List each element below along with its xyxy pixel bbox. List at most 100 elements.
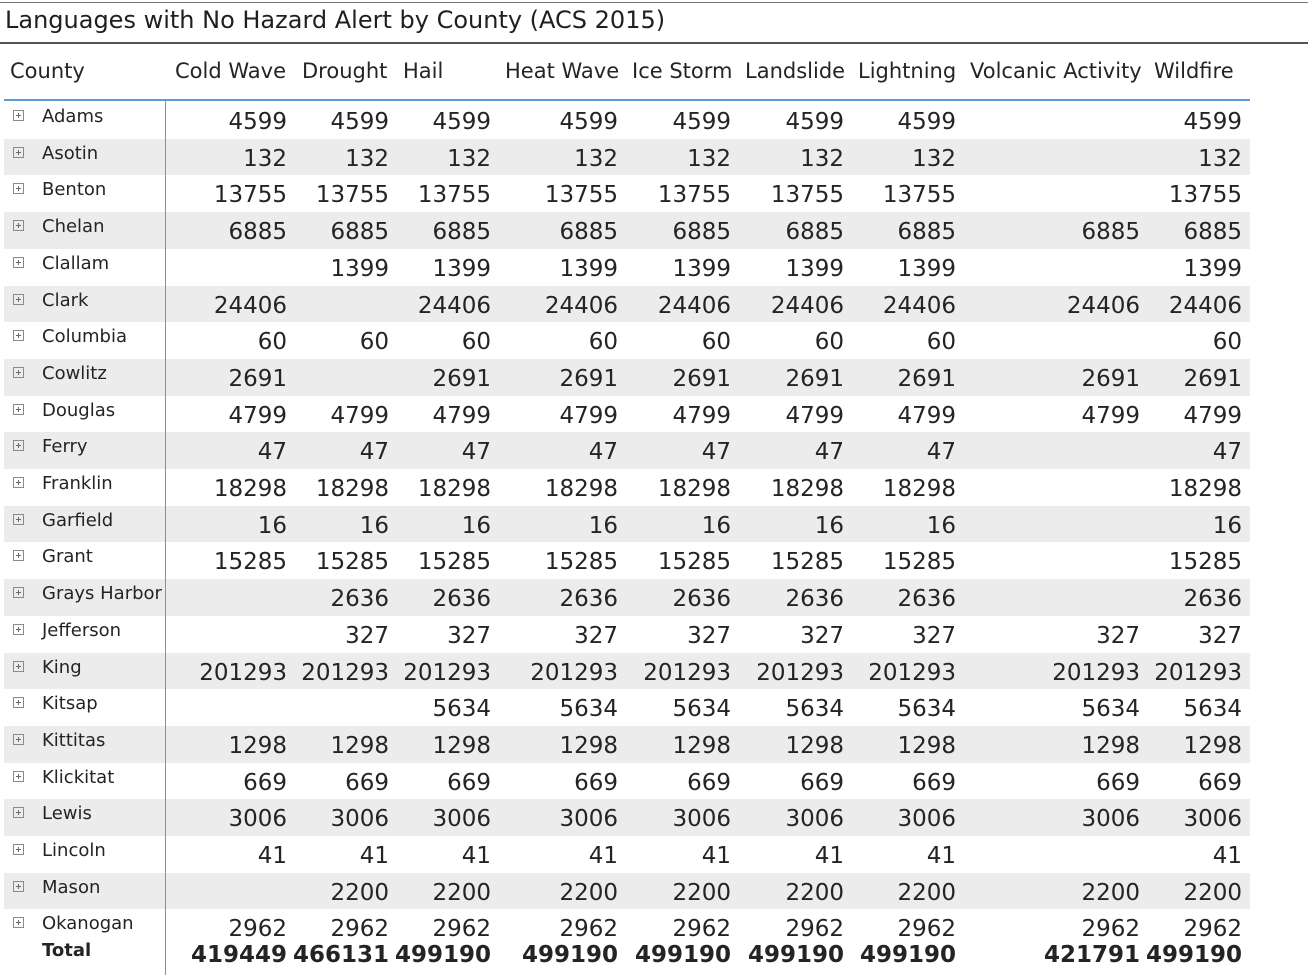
value-cell: 4799 xyxy=(785,402,844,429)
value-cell: 669 xyxy=(800,769,844,796)
expand-plus-icon[interactable] xyxy=(13,587,24,599)
expand-plus-icon[interactable] xyxy=(13,807,24,819)
expand-plus-icon[interactable] xyxy=(13,770,24,782)
table-row[interactable]: Clallam 1399 1399 1399 1399 1399 1399 1399 xyxy=(4,249,1250,286)
value-cell: 60 xyxy=(1212,329,1242,356)
expand-plus-icon[interactable] xyxy=(13,293,24,305)
top-border xyxy=(0,2,1308,3)
expand-plus-icon[interactable] xyxy=(13,440,24,452)
column-header-lightning[interactable]: Lightning xyxy=(858,59,957,83)
value-cell: 669 xyxy=(243,769,287,796)
table-row[interactable]: Chelan 6885 6885 6885 6885 6885 6885 6885 6885 68… xyxy=(4,212,1250,249)
value-cell: 24406 xyxy=(657,292,731,319)
column-header-ice-storm[interactable]: Ice Storm xyxy=(632,59,733,83)
column-header-landslide[interactable]: Landslide xyxy=(745,59,846,83)
table-row[interactable]: King 201293 201293 201293 201293 201293 201293… xyxy=(4,652,1250,690)
table-row[interactable]: Douglas 4799 4799 4799 4799 4799 4799 4799 4799 4… xyxy=(4,396,1250,433)
expand-plus-icon[interactable] xyxy=(13,477,24,488)
expand-plus-icon[interactable] xyxy=(13,880,24,892)
expand-plus-icon[interactable] xyxy=(13,513,24,525)
expand-plus-icon[interactable] xyxy=(13,550,24,562)
expand-plus-icon[interactable] xyxy=(13,330,24,342)
column-header-county[interactable]: County xyxy=(10,59,85,83)
row-header-county: Grant xyxy=(42,546,93,568)
value-cell: 6885 xyxy=(1183,219,1242,246)
title-divider xyxy=(0,42,1308,44)
table-row[interactable]: Jefferson 327 327 327 327 327 327 327 327 xyxy=(4,616,1250,653)
value-cell: 1399 xyxy=(672,255,731,282)
value-cell: 16 xyxy=(926,512,956,539)
table-row[interactable]: Garfield 16 16 16 16 16 16 16 16 xyxy=(4,505,1250,543)
value-cell: 18298 xyxy=(882,476,956,502)
value-cell: 2691 xyxy=(559,365,618,392)
row-header-county: King xyxy=(42,656,82,678)
column-header-volcanic-activity[interactable]: Volcanic Activity xyxy=(970,59,1142,83)
expand-plus-icon[interactable] xyxy=(13,366,24,378)
value-cell: 2636 xyxy=(432,586,491,613)
value-cell: 1298 xyxy=(897,732,956,759)
value-cell: 5634 xyxy=(1081,696,1140,723)
value-cell: 669 xyxy=(574,769,618,796)
value-cell: 60 xyxy=(926,329,956,356)
expand-plus-icon[interactable] xyxy=(13,110,24,121)
value-cell: 24406 xyxy=(1168,292,1242,319)
value-cell: 4799 xyxy=(1081,402,1140,429)
value-cell: 3006 xyxy=(330,806,389,833)
expand-plus-icon[interactable] xyxy=(13,844,24,855)
table-row[interactable]: Benton 13755 13755 13755 13755 13755 13755 1375… xyxy=(4,175,1250,212)
value-cell: 201293 xyxy=(1154,659,1242,686)
column-header-wildfire[interactable]: Wildfire xyxy=(1154,59,1234,83)
expand-plus-icon[interactable] xyxy=(13,403,24,415)
expand-plus-icon[interactable] xyxy=(13,733,24,745)
value-cell: 2636 xyxy=(559,586,618,613)
table-row[interactable]: Asotin 132 132 132 132 132 132 132 132 xyxy=(4,138,1250,176)
value-cell: 41 xyxy=(461,843,491,869)
value-cell: 201293 xyxy=(1052,659,1140,686)
value-cell: 41 xyxy=(588,843,618,869)
expand-plus-icon[interactable] xyxy=(13,256,24,268)
value-cell: 60 xyxy=(359,329,389,356)
value-cell: 201293 xyxy=(756,659,844,686)
table-row[interactable]: Kittitas 1298 1298 1298 1298 1298 1298 1298 1298… xyxy=(4,725,1250,763)
table-row[interactable]: Clark 24406 24406 24406 24406 24406 24406 24406… xyxy=(4,285,1250,323)
table-row[interactable]: Columbia 60 60 60 60 60 60 60 60 xyxy=(4,322,1250,359)
value-cell: 2636 xyxy=(1183,586,1242,613)
value-cell: 1298 xyxy=(1081,732,1140,759)
value-cell: 6885 xyxy=(785,219,844,246)
table-row[interactable]: Ferry 47 47 47 47 47 47 47 47 xyxy=(4,432,1250,469)
table-row[interactable]: Grant 15285 15285 15285 15285 15285 15285 15285… xyxy=(4,542,1250,579)
column-header-drought[interactable]: Drought xyxy=(302,59,388,83)
value-cell: 1298 xyxy=(228,732,287,759)
table-row[interactable]: Klickitat 669 669 669 669 669 669 669 669 669 xyxy=(4,763,1250,800)
expand-plus-icon[interactable] xyxy=(13,917,24,929)
value-cell: 2200 xyxy=(1183,879,1242,906)
table-row[interactable]: Cowlitz 2691 2691 2691 2691 2691 2691 2691 2691 xyxy=(4,358,1250,396)
table-row[interactable]: Kitsap 5634 5634 5634 5634 5634 5634 5634 xyxy=(4,689,1250,726)
value-cell: 5634 xyxy=(432,696,491,723)
column-header-heat-wave[interactable]: Heat Wave xyxy=(505,59,620,83)
value-cell: 13755 xyxy=(1168,182,1242,209)
value-cell: 669 xyxy=(1096,769,1140,796)
table-row[interactable]: Grays Harbor 2636 2636 2636 2636 2636 2636 2636 xyxy=(4,579,1250,616)
value-cell: 4599 xyxy=(785,109,844,135)
value-cell: 1399 xyxy=(785,255,844,282)
row-header-county: Ferry xyxy=(42,436,88,458)
expand-plus-icon[interactable] xyxy=(13,146,24,158)
value-cell: 41 xyxy=(701,843,731,869)
column-header-cold-wave[interactable]: Cold Wave xyxy=(175,59,286,83)
value-cell: 4799 xyxy=(1183,402,1242,429)
matrix-body[interactable]: Adams 4599 4599 4599 4599 4599 4599 4599 4599 Aso… xyxy=(4,102,1250,975)
expand-plus-icon[interactable] xyxy=(13,220,24,232)
expand-plus-icon[interactable] xyxy=(13,183,24,195)
table-row[interactable]: Mason 2200 2200 2200 2200 2200 2200 2200 2200 xyxy=(4,872,1250,910)
table-row[interactable]: Adams 4599 4599 4599 4599 4599 4599 4599 4599 xyxy=(4,102,1250,139)
value-cell: 15285 xyxy=(882,549,956,576)
table-row[interactable]: Franklin 18298 18298 18298 18298 18298 18298 18… xyxy=(4,469,1250,506)
column-header-hail[interactable]: Hail xyxy=(403,59,444,83)
table-row[interactable]: Lewis 3006 3006 3006 3006 3006 3006 3006 3006 300… xyxy=(4,799,1250,836)
expand-plus-icon[interactable] xyxy=(13,660,24,672)
expand-plus-icon[interactable] xyxy=(13,697,24,709)
expand-plus-icon[interactable] xyxy=(13,623,24,635)
value-cell: 327 xyxy=(574,622,618,649)
table-row[interactable]: Lincoln 41 41 41 41 41 41 41 41 xyxy=(4,836,1250,873)
